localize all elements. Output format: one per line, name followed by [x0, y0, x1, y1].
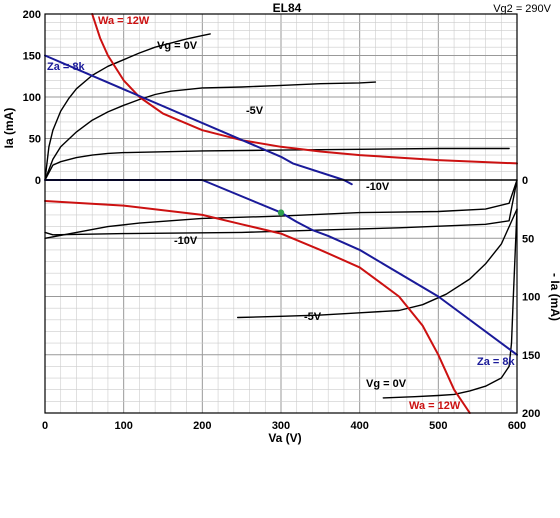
- annotation-minus5-upper: -5V: [246, 105, 264, 117]
- x-tick-label: 300: [272, 420, 290, 432]
- y-tick-label-left: 200: [23, 9, 41, 21]
- operating-point: [277, 209, 285, 216]
- annotations: Wa = 12W Vg = 0V Za = 8k -5V -10V -10V -…: [47, 15, 515, 412]
- y-tick-label-right: 0: [522, 175, 528, 187]
- x-axis-label: Va (V): [268, 431, 301, 445]
- annotation-za-lower: Za = 8k: [477, 356, 515, 368]
- plot-border: [44, 13, 518, 414]
- annotation-vg0-lower: Vg = 0V: [366, 378, 407, 390]
- chart-frame: [44, 13, 518, 414]
- chart-subtitle: Vg2 = 290V: [493, 3, 551, 15]
- chart-title: EL84: [273, 1, 302, 15]
- x-tick-label: 200: [193, 420, 211, 432]
- plate-curve-lower-3: [382, 208, 518, 399]
- x-tick-label: 500: [429, 420, 447, 432]
- y-tick-label-left: 0: [35, 175, 41, 187]
- dissipation-curve-upper: [91, 13, 518, 165]
- load-line-upper: [44, 54, 353, 186]
- y-tick-label-left: 100: [23, 92, 41, 104]
- plate-curve-upper-0: [44, 33, 211, 181]
- x-tick-label: 600: [508, 420, 526, 432]
- y-tick-label-left: 50: [29, 134, 41, 146]
- x-tick-label: 400: [350, 420, 368, 432]
- annotation-wa-lower: Wa = 12W: [409, 400, 461, 412]
- annotation-vg0-upper: Vg = 0V: [157, 40, 198, 52]
- annotation-minus10-upper: -10V: [366, 181, 390, 193]
- y-tick-label-right: 150: [522, 350, 540, 362]
- annotation-minus10-lower: -10V: [174, 235, 198, 247]
- load-line-lower: [44, 179, 518, 356]
- y-tick-label-right: 100: [522, 292, 540, 304]
- y-axis-label-right: - Ia (mA): [548, 273, 560, 321]
- y-axis-label-left: Ia (mA): [2, 108, 16, 149]
- plate-curve-lower-2: [237, 208, 518, 319]
- y-tick-label-right: 50: [522, 233, 534, 245]
- plate-curve-lower-0: [44, 179, 518, 239]
- annotation-wa-upper: Wa = 12W: [98, 15, 150, 27]
- curves: [44, 13, 518, 414]
- plate-curve-lower-1: [44, 179, 518, 236]
- plate-curve-upper-1: [44, 81, 377, 181]
- annotation-za-upper: Za = 8k: [47, 61, 85, 73]
- annotation-minus5-lower: -5V: [304, 311, 322, 323]
- plate-curve-upper-2: [44, 147, 510, 181]
- dissipation-curve-lower: [44, 200, 471, 414]
- y-tick-label-right: 200: [522, 408, 540, 420]
- x-tick-label: 0: [42, 420, 48, 432]
- tick-labels: 0 100 200 300 400 500 600 0 50 100 150 200 0 50 100 150…: [23, 9, 541, 432]
- y-tick-label-left: 150: [23, 51, 41, 63]
- x-tick-label: 100: [114, 420, 132, 432]
